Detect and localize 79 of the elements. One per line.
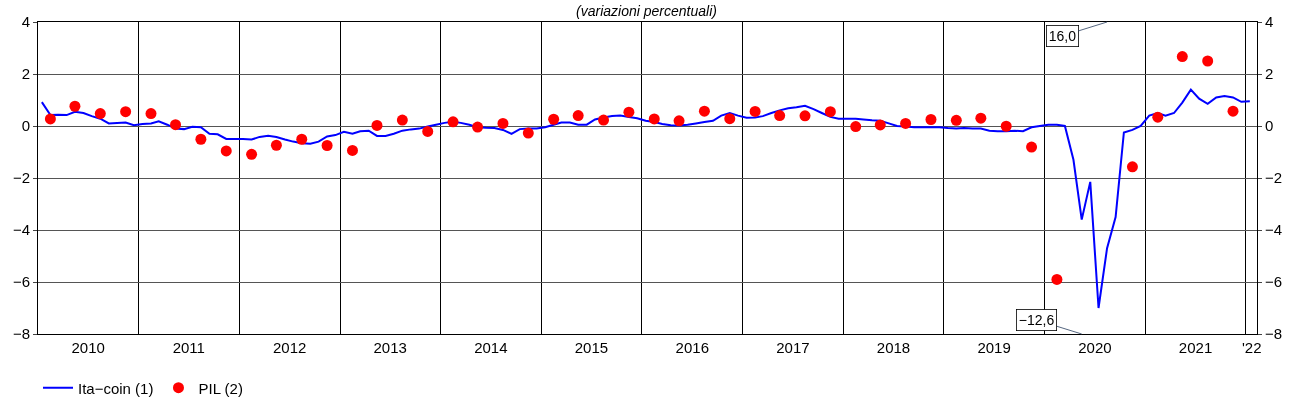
x-tick-label: 2015 xyxy=(574,339,609,356)
legend-label: PIL (2) xyxy=(198,379,243,397)
y-tick-label: 4 xyxy=(21,13,30,31)
point xyxy=(447,116,459,128)
point xyxy=(1202,55,1214,67)
point xyxy=(270,139,282,151)
point xyxy=(774,110,786,122)
point xyxy=(749,105,761,117)
point xyxy=(296,133,308,145)
annotation: 16,0 xyxy=(1048,27,1077,44)
point xyxy=(497,117,509,129)
point xyxy=(950,114,962,126)
point xyxy=(346,144,358,156)
point xyxy=(850,121,862,133)
x-tick-label: 2010 xyxy=(71,339,105,356)
point xyxy=(145,108,157,120)
point xyxy=(623,106,635,118)
point xyxy=(422,125,434,137)
y-tick-label: 2 xyxy=(21,65,30,83)
y-tick-label: −2 xyxy=(12,169,30,187)
x-tick-label: 2018 xyxy=(876,339,911,356)
y2-tick-label: 0 xyxy=(1265,117,1274,135)
point xyxy=(371,119,383,131)
point xyxy=(572,110,584,122)
point xyxy=(598,114,610,126)
chart-subtitle: (variazioni percentuali) xyxy=(576,3,717,20)
y2-tick-label: −4 xyxy=(1265,221,1283,239)
point xyxy=(44,113,56,125)
point xyxy=(1026,141,1038,153)
x-tick-label: 2017 xyxy=(776,339,810,356)
point xyxy=(220,145,232,157)
point xyxy=(120,106,132,118)
point xyxy=(522,127,534,139)
legend-label: Ita−coin (1) xyxy=(78,379,154,397)
x-tick-label: 2021 xyxy=(1178,339,1213,356)
point xyxy=(195,133,207,145)
y2-tick-label: 2 xyxy=(1265,65,1274,83)
y-tick-label: −8 xyxy=(12,325,30,343)
y-tick-label: −4 xyxy=(12,221,30,239)
point xyxy=(170,119,182,131)
point xyxy=(1227,105,1239,117)
point xyxy=(1152,111,1164,123)
point xyxy=(975,112,987,124)
x-tick-label: 2012 xyxy=(272,339,307,356)
point xyxy=(1051,273,1063,285)
point xyxy=(648,113,660,125)
x-tick-label: 2020 xyxy=(1078,339,1112,356)
y-tick-label: 0 xyxy=(21,117,30,135)
point xyxy=(548,113,560,125)
point xyxy=(724,113,736,125)
point xyxy=(94,108,106,120)
y-tick-label: −6 xyxy=(12,273,30,291)
x-tick-label: 2013 xyxy=(373,339,407,356)
point xyxy=(69,100,81,112)
x-tick-label: 2014 xyxy=(474,339,508,356)
y2-tick-label: −2 xyxy=(1265,169,1283,187)
point xyxy=(1176,51,1188,63)
point xyxy=(698,105,710,117)
y2-tick-label: 4 xyxy=(1265,13,1274,31)
x-tick-label: '22 xyxy=(1241,339,1262,356)
point xyxy=(925,114,937,125)
point xyxy=(396,114,408,126)
x-tick-label: 2011 xyxy=(172,339,205,356)
y2-tick-label: −6 xyxy=(1265,273,1283,291)
point xyxy=(472,121,484,133)
point xyxy=(1000,120,1012,132)
y2-tick-label: −8 xyxy=(1265,325,1283,343)
point xyxy=(1126,161,1138,173)
point xyxy=(824,106,836,118)
point xyxy=(799,110,811,122)
point xyxy=(673,115,685,127)
line-series xyxy=(40,88,1251,309)
annotation: −12,6 xyxy=(1018,311,1055,328)
x-tick-label: 2019 xyxy=(977,339,1011,356)
x-tick-label: 2016 xyxy=(675,339,709,356)
point xyxy=(321,140,333,151)
point xyxy=(900,117,912,129)
point xyxy=(246,148,258,160)
point xyxy=(874,119,886,131)
